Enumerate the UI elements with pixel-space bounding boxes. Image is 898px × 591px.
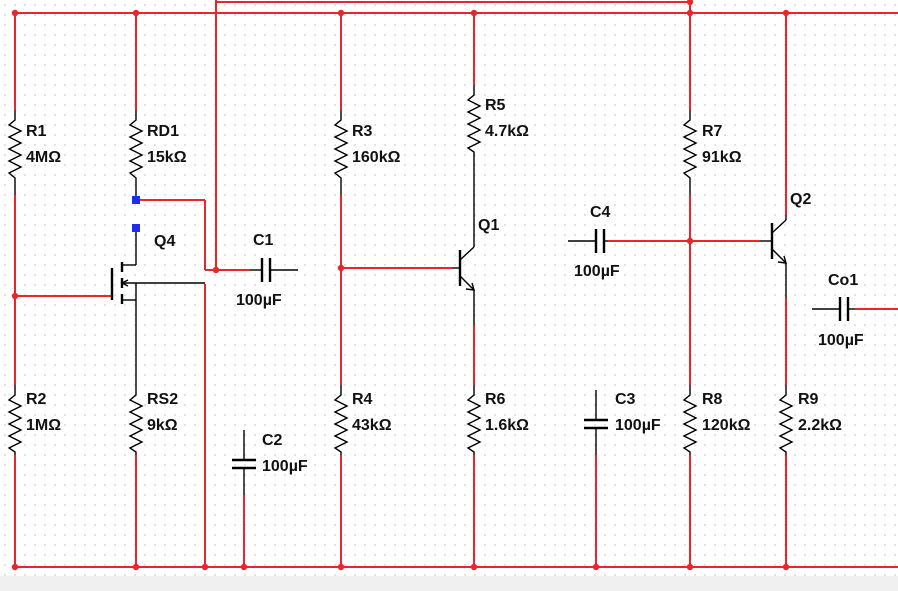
- resistor-r4[interactable]: [333, 385, 349, 455]
- label-co1-id: Co1: [828, 272, 858, 289]
- resistor-r9[interactable]: [778, 385, 794, 455]
- capacitor-c2[interactable]: [232, 430, 256, 495]
- label-c2-value: 100µF: [262, 458, 308, 475]
- label-c1-id: C1: [253, 232, 274, 249]
- label-rs2-id: RS2: [147, 391, 178, 408]
- resistor-r8[interactable]: [682, 385, 698, 455]
- bottom-scroll-strip: [0, 576, 898, 591]
- label-r5-value: 4.7kΩ: [485, 123, 529, 140]
- label-co1-value: 100µF: [818, 332, 864, 349]
- wires: [14, 0, 898, 568]
- resistor-r5[interactable]: [466, 85, 482, 215]
- label-r6-value: 1.6kΩ: [485, 417, 529, 434]
- label-rd1-id: RD1: [147, 123, 179, 140]
- component-labels: R1 4MΩ R2 1MΩ RD1 15kΩ RS2 9kΩ Q4 C1 100…: [26, 97, 864, 475]
- junction-nodes: [11, 0, 790, 571]
- label-r6-id: R6: [485, 391, 506, 408]
- probe-marker-top[interactable]: [132, 196, 140, 204]
- label-r8-id: R8: [702, 391, 723, 408]
- mosfet-q4[interactable]: [110, 232, 205, 385]
- label-r1-value: 4MΩ: [26, 149, 61, 166]
- probe-marker-bottom[interactable]: [132, 224, 140, 232]
- label-c4-value: 100µF: [574, 263, 620, 280]
- label-q1-id: Q1: [478, 217, 499, 234]
- label-c3-id: C3: [615, 391, 636, 408]
- label-r8-value: 120kΩ: [702, 417, 751, 434]
- bjt-q1[interactable]: [452, 215, 475, 325]
- label-q4-id: Q4: [154, 233, 175, 250]
- resistor-r7[interactable]: [682, 110, 698, 195]
- label-c2-id: C2: [262, 432, 283, 449]
- label-r7-id: R7: [702, 123, 723, 140]
- label-r3-id: R3: [352, 123, 373, 140]
- label-r2-value: 1MΩ: [26, 417, 61, 434]
- label-r1-id: R1: [26, 123, 47, 140]
- capacitor-c4[interactable]: [568, 229, 608, 253]
- label-r5-id: R5: [485, 97, 506, 114]
- capacitor-co1[interactable]: [812, 297, 855, 321]
- label-r3-value: 160kΩ: [352, 149, 401, 166]
- capacitor-c3[interactable]: [584, 390, 608, 455]
- label-rs2-value: 9kΩ: [147, 417, 178, 434]
- resistor-r3[interactable]: [333, 110, 349, 195]
- resistor-r6[interactable]: [466, 385, 482, 455]
- label-r2-id: R2: [26, 391, 47, 408]
- resistor-rs2[interactable]: [128, 385, 144, 455]
- label-c3-value: 100µF: [615, 417, 661, 434]
- label-r4-id: R4: [352, 391, 373, 408]
- bjt-q2[interactable]: [760, 215, 787, 298]
- label-c4-id: C4: [590, 204, 611, 221]
- label-c1-value: 100µF: [236, 292, 282, 309]
- resistor-r1[interactable]: [7, 110, 23, 195]
- label-r9-value: 2.2kΩ: [798, 417, 842, 434]
- label-r9-id: R9: [798, 391, 819, 408]
- label-r7-value: 91kΩ: [702, 149, 742, 166]
- label-rd1-value: 15kΩ: [147, 149, 187, 166]
- capacitor-c1[interactable]: [250, 258, 298, 282]
- resistor-rd1[interactable]: [128, 110, 144, 195]
- resistor-r2[interactable]: [7, 385, 23, 455]
- label-q2-id: Q2: [790, 191, 811, 208]
- label-r4-value: 43kΩ: [352, 417, 392, 434]
